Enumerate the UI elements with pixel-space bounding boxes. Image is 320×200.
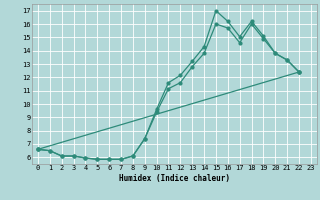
X-axis label: Humidex (Indice chaleur): Humidex (Indice chaleur) xyxy=(119,174,230,183)
